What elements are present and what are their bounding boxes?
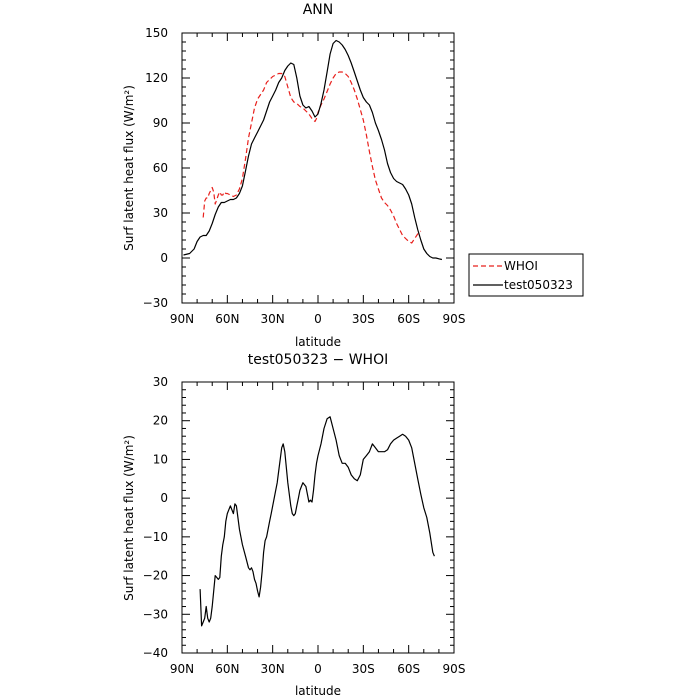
y-tick-label: −10 [143,530,168,544]
series-line-test050323 [183,39,443,261]
x-tick-label: 90N [170,662,194,676]
chart-legend: WHOI test050323 [468,253,584,297]
y-tick-label: 20 [153,414,168,428]
y-axis-label: Surf latent heat flux (W/m²) [122,85,136,251]
x-tick-label: 30N [261,662,285,676]
x-tick-label: 30S [352,312,375,326]
x-tick-label: 30S [352,662,375,676]
x-axis-label: latitude [295,684,341,698]
x-axis-label: latitude [295,335,341,349]
y-tick-label: 60 [153,161,168,175]
x-tick-label: 60S [397,662,420,676]
y-tick-label: 30 [153,206,168,220]
x-tick-label: 60S [397,312,420,326]
x-tick-label: 90S [443,312,466,326]
x-tick-label: 30N [261,312,285,326]
y-tick-label: −40 [143,646,168,660]
series-line-whoi [202,71,422,244]
x-tick-label: 60N [215,662,239,676]
chart-panel-difference: test050323 − WHOI 90N 60N 30N 0 30S 60S 90S −40… [122,352,465,698]
y-tick-label: 30 [153,375,168,389]
legend-label-whoi: WHOI [504,259,538,273]
y-tick-label: −20 [143,569,168,583]
chart-title: ANN [303,2,334,18]
series-layer [183,39,443,261]
x-tick-label: 90N [170,312,194,326]
chart-panel-annual: ANN 90N 60N 30N 0 30S 60S 90S−300306090120150 … [122,2,465,349]
legend-label-test: test050323 [504,278,573,292]
x-tick-label: 90S [443,662,466,676]
axis-ticks: 90N 60N 30N 0 30S 60S 90S −30 0 30 60 90 120 150 [143,26,466,326]
y-tick-label: −30 [143,607,168,621]
y-tick-label: 0 [160,251,168,265]
y-tick-label: −30 [143,296,168,310]
x-tick-label: 0 [314,662,322,676]
y-tick-label: 0 [160,491,168,505]
series-layer [199,416,435,627]
plot-frame [181,381,455,654]
y-tick-label: 10 [153,452,168,466]
plot-frame [181,32,455,304]
axis-ticks: 90N 60N 30N 0 30S 60S 90S −40 −30 −20 −10 0 10 20 30 [143,375,466,676]
y-tick-label: 90 [153,116,168,130]
legend-frame [468,253,584,297]
chart-title: test050323 − WHOI [248,352,388,368]
y-tick-label: 150 [145,26,168,40]
x-tick-label: 60N [215,312,239,326]
series-line-difference [199,416,435,627]
y-tick-label: 120 [145,71,168,85]
y-axis-label: Surf latent heat flux (W/m²) [122,435,136,601]
x-tick-label: 0 [314,312,322,326]
